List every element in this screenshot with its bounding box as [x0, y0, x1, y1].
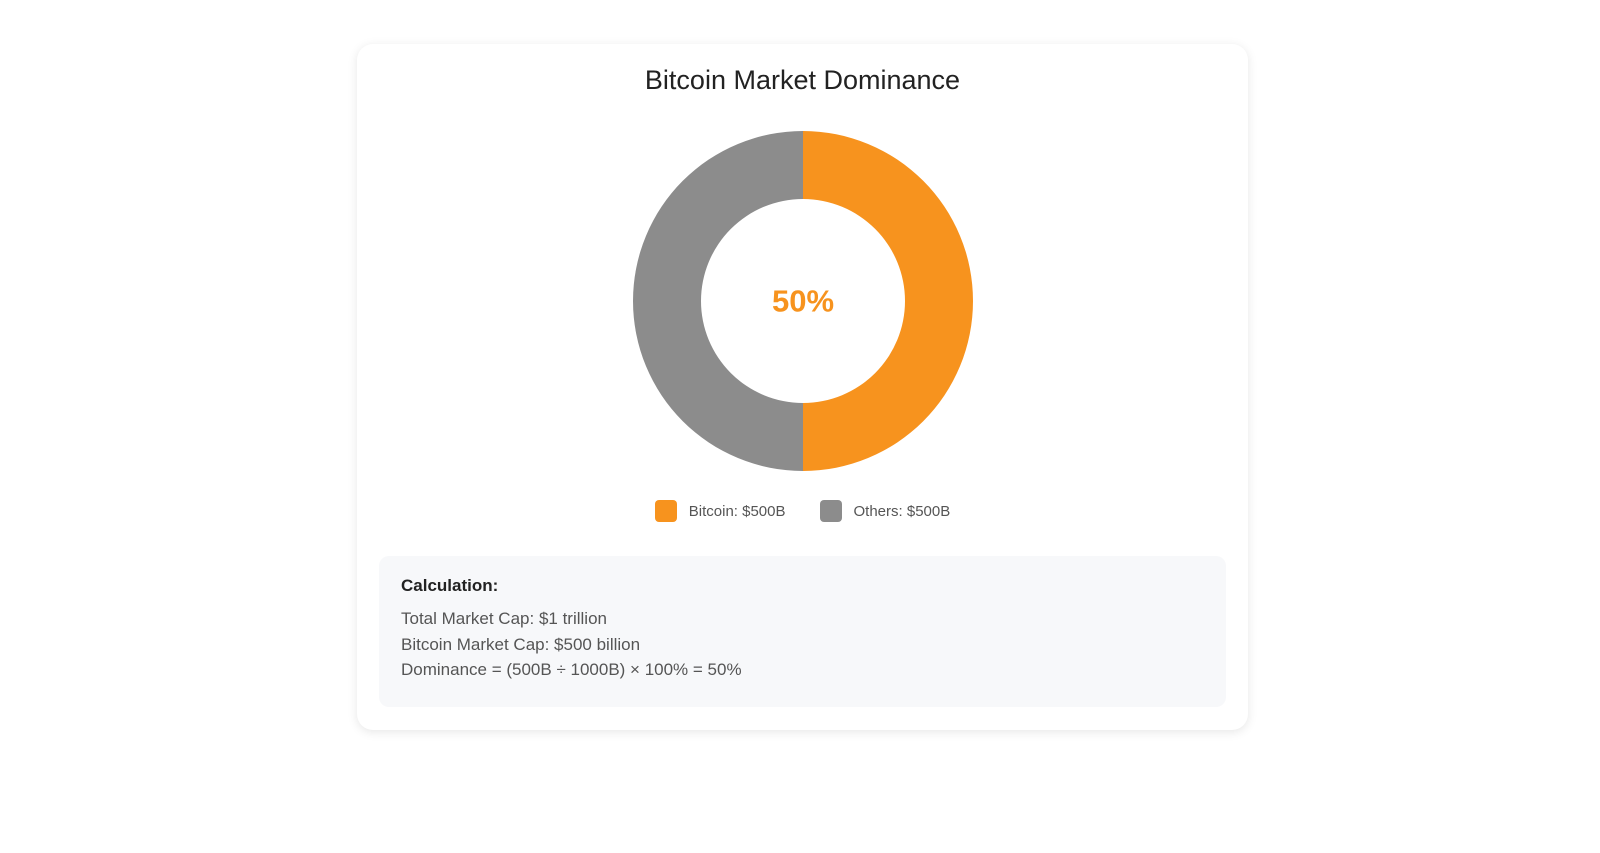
center-percentage: 50% — [772, 284, 834, 319]
calculation-panel: Calculation: Total Market Cap: $1 trilli… — [379, 556, 1226, 707]
donut-svg: 50% — [633, 131, 973, 471]
dominance-card: Bitcoin Market Dominance 50% Bitcoin: $5… — [357, 44, 1248, 730]
legend-label-others: Others: $500B — [853, 502, 951, 520]
calculation-bitcoin-market-cap: Bitcoin Market Cap: $500 billion — [401, 634, 641, 654]
calculation-dominance-formula: Dominance = (500B ÷ 1000B) × 100% = 50% — [401, 660, 742, 679]
legend-item-bitcoin[interactable]: Bitcoin: $500B — [654, 500, 786, 522]
chart-title: Bitcoin Market Dominance — [644, 65, 961, 95]
legend-item-others[interactable]: Others: $500B — [819, 500, 951, 522]
donut-chart: 50% — [633, 131, 973, 471]
legend-swatch-others — [819, 500, 842, 522]
legend-swatch-bitcoin — [654, 500, 677, 522]
calculation-total-market-cap: Total Market Cap: $1 trillion — [401, 609, 607, 628]
chart-legend: Bitcoin: $500B Others: $500B — [357, 500, 1248, 522]
donut-slice-others[interactable] — [633, 131, 803, 471]
calculation-title: Calculation: — [401, 576, 499, 595]
legend-label-bitcoin: Bitcoin: $500B — [688, 502, 786, 520]
donut-slice-bitcoin[interactable] — [803, 131, 973, 471]
